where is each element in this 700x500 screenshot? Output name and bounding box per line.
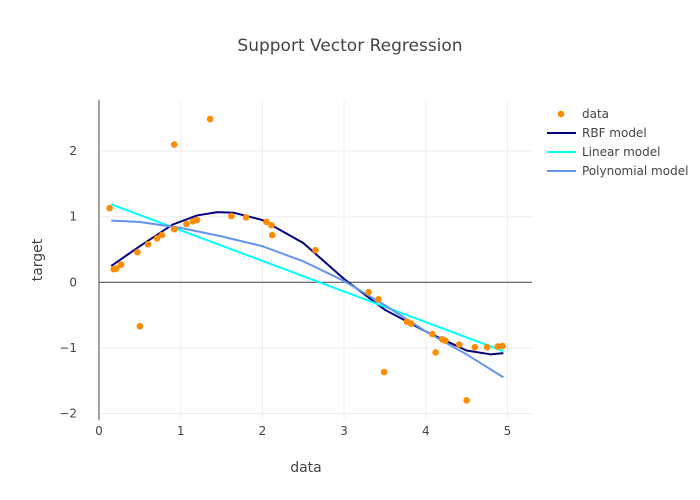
x-tick-label: 4: [422, 424, 430, 438]
data-point: [228, 212, 235, 220]
x-tick-label: 2: [259, 424, 267, 438]
data-point: [429, 330, 436, 338]
legend-label: data: [582, 107, 609, 121]
data-point: [136, 322, 144, 330]
data-point: [483, 343, 491, 351]
data-point: [193, 216, 201, 224]
y-tick-label: −1: [59, 341, 77, 355]
data-point: [106, 204, 113, 212]
data-point: [455, 341, 463, 348]
data-point: [242, 214, 250, 221]
data-point: [312, 246, 319, 254]
y-tick-label: 1: [69, 210, 77, 224]
x-tick-label: 1: [177, 424, 185, 438]
data-point: [183, 220, 190, 228]
data-point: [494, 343, 501, 350]
legend-item: data: [557, 107, 609, 121]
tick-labels: 0 1 2 3 4 5 −2 −1 0 1 2: [59, 144, 511, 438]
legend-item: Polynomial model: [547, 164, 688, 178]
series-line-polynomial-model: [111, 219, 504, 379]
data-point: [170, 141, 178, 148]
data-point: [375, 296, 382, 303]
y-tick-label: 0: [69, 275, 77, 289]
data-point: [407, 320, 415, 327]
zero-lines: [98, 100, 532, 420]
data-point: [442, 337, 449, 344]
data-point: [365, 288, 372, 296]
data-point: [117, 261, 125, 268]
y-tick-label: −2: [59, 406, 77, 420]
data-point: [380, 368, 388, 376]
data-point: [170, 225, 178, 233]
y-tick-label: 2: [69, 144, 77, 158]
legend-item: Linear model: [547, 145, 660, 159]
data-point: [206, 115, 214, 123]
series-line-rbf-model: [110, 211, 504, 356]
legend-label: Polynomial model: [582, 164, 688, 178]
data-point: [499, 342, 506, 350]
chart-title: Support Vector Regression: [237, 36, 462, 56]
plot-area: [106, 115, 506, 404]
data-point: [471, 343, 479, 351]
data-point: [144, 240, 152, 248]
grid: [99, 100, 532, 420]
legend-label: Linear model: [582, 145, 660, 159]
data-point: [263, 218, 270, 226]
x-tick-label: 5: [504, 424, 512, 438]
legend-item: RBF model: [547, 126, 647, 140]
data-point: [158, 231, 166, 239]
legend-marker: [557, 110, 565, 118]
x-tick-label: 0: [95, 424, 103, 438]
data-point: [134, 248, 141, 256]
legend-label: RBF model: [582, 126, 647, 140]
x-tick-label: 3: [340, 424, 348, 438]
data-point: [153, 235, 161, 242]
data-point: [112, 265, 120, 272]
data-point: [432, 349, 439, 356]
legend: data RBF model Linear model Polynomial mode…: [547, 107, 688, 178]
x-axis-label: data: [290, 460, 322, 476]
data-point: [463, 397, 470, 404]
y-axis-label: target: [30, 238, 46, 281]
data-point: [268, 231, 276, 239]
data-point: [268, 221, 275, 229]
